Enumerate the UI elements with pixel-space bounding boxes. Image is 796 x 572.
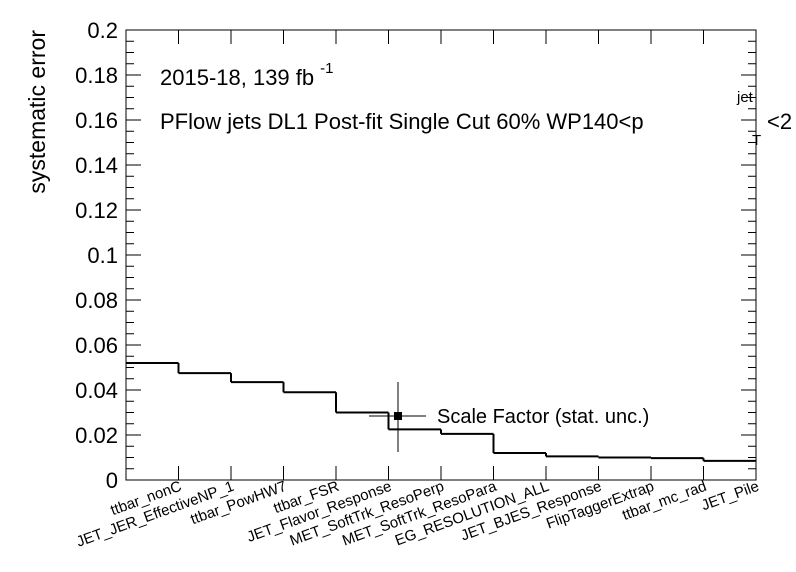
y-axis-ticks: 0 0.02 0.04 0.06 0.08 0.1 0.12 0.14 0.16 0.18 0.2 xyxy=(75,18,756,493)
y-tick-label: 0.2 xyxy=(87,18,118,43)
annotation-tail: <2 xyxy=(767,109,792,134)
systematic-step-line xyxy=(126,362,756,462)
y-tick-label: 0.04 xyxy=(75,378,118,403)
y-tick-label: 0 xyxy=(106,468,118,493)
x-tick-label: JET_Pile xyxy=(699,478,761,515)
y-tick-label: 0.08 xyxy=(75,288,118,313)
annotation-selection: PFlow jets DL1 Post-fit Single Cut 60% W… xyxy=(160,109,644,134)
x-axis-tick-labels: ttbar_nonCJET_JER_EffectiveNP_1ttbar_Pow… xyxy=(74,478,761,551)
annotation-pt-subscript: T xyxy=(752,132,761,149)
annotation-luminosity: 2015-18, 139 fb -1 xyxy=(160,60,333,90)
y-tick-label: 0.14 xyxy=(75,153,118,178)
y-tick-label: 0.16 xyxy=(75,108,118,133)
y-axis-label: systematic error xyxy=(24,30,50,194)
y-tick-label: 0.06 xyxy=(75,333,118,358)
y-tick-label: 0.1 xyxy=(87,243,118,268)
legend: Scale Factor (stat. unc.) xyxy=(369,382,649,452)
y-tick-label: 0.18 xyxy=(75,63,118,88)
y-tick-label: 0.02 xyxy=(75,423,118,448)
annotation-pt-superscript: jet xyxy=(736,89,754,106)
x-axis-ticks xyxy=(178,30,704,480)
legend-marker xyxy=(394,412,402,420)
y-tick-label: 0.12 xyxy=(75,198,118,223)
legend-label: Scale Factor (stat. unc.) xyxy=(437,406,649,428)
